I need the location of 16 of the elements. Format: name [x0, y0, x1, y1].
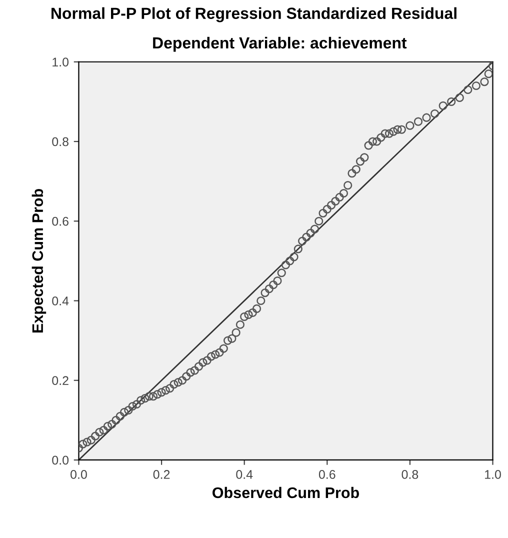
chart-title: Normal P-P Plot of Regression Standardized Residual	[52, 7, 456, 22]
x-tick-label: 0.2	[153, 470, 170, 479]
y-tick-label: 0.2	[52, 376, 68, 386]
y-tick-label: 0.8	[52, 137, 68, 146]
x-axis-title: Observed Cum Prob	[212, 486, 359, 498]
y-tick-label: 0.0	[52, 456, 69, 465]
y-axis-title: Expected Cum Prob	[32, 188, 46, 332]
chart-subtitle: Dependent Variable: achievement	[153, 36, 407, 52]
x-tick-label: 0.6	[318, 470, 336, 479]
y-tick-label: 0.6	[52, 216, 68, 226]
x-tick-label: 0.8	[402, 470, 418, 479]
y-tick-label: 1.0	[52, 58, 69, 67]
x-tick-label: 0.4	[236, 470, 253, 479]
x-tick-label: 0.0	[70, 470, 87, 479]
y-tick-label: 0.4	[52, 296, 69, 306]
x-tick-label: 1.0	[485, 470, 501, 479]
